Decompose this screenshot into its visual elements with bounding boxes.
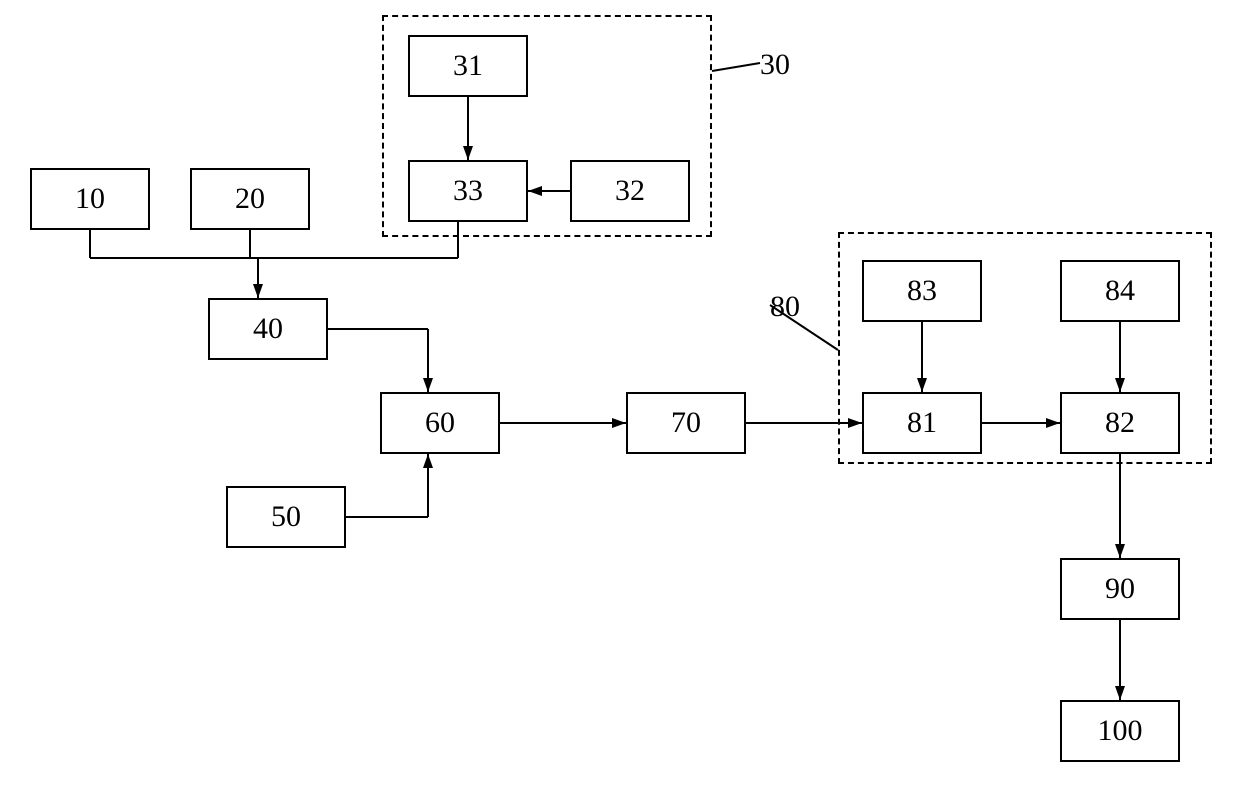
- node-32-label: 32: [615, 174, 645, 208]
- node-90: 90: [1060, 558, 1180, 620]
- node-60: 60: [380, 392, 500, 454]
- node-40: 40: [208, 298, 328, 360]
- node-70: 70: [626, 392, 746, 454]
- node-50-label: 50: [271, 500, 301, 534]
- node-70-label: 70: [671, 406, 701, 440]
- node-33-label: 33: [453, 174, 483, 208]
- node-10: 10: [30, 168, 150, 230]
- node-33: 33: [408, 160, 528, 222]
- node-31-label: 31: [453, 49, 483, 83]
- node-32: 32: [570, 160, 690, 222]
- group-30-label: 30: [760, 48, 790, 82]
- node-84: 84: [1060, 260, 1180, 322]
- group-80-label: 80: [770, 290, 800, 324]
- node-10-label: 10: [75, 182, 105, 216]
- node-83-label: 83: [907, 274, 937, 308]
- node-84-label: 84: [1105, 274, 1135, 308]
- node-50: 50: [226, 486, 346, 548]
- node-20: 20: [190, 168, 310, 230]
- node-40-label: 40: [253, 312, 283, 346]
- node-31: 31: [408, 35, 528, 97]
- node-81: 81: [862, 392, 982, 454]
- diagram-canvas: 30 80 10 20 31 32 33 40 50 60 70 81 82 8…: [0, 0, 1240, 802]
- node-90-label: 90: [1105, 572, 1135, 606]
- node-100: 100: [1060, 700, 1180, 762]
- node-82-label: 82: [1105, 406, 1135, 440]
- node-100-label: 100: [1098, 714, 1143, 748]
- node-82: 82: [1060, 392, 1180, 454]
- node-81-label: 81: [907, 406, 937, 440]
- node-60-label: 60: [425, 406, 455, 440]
- node-83: 83: [862, 260, 982, 322]
- node-20-label: 20: [235, 182, 265, 216]
